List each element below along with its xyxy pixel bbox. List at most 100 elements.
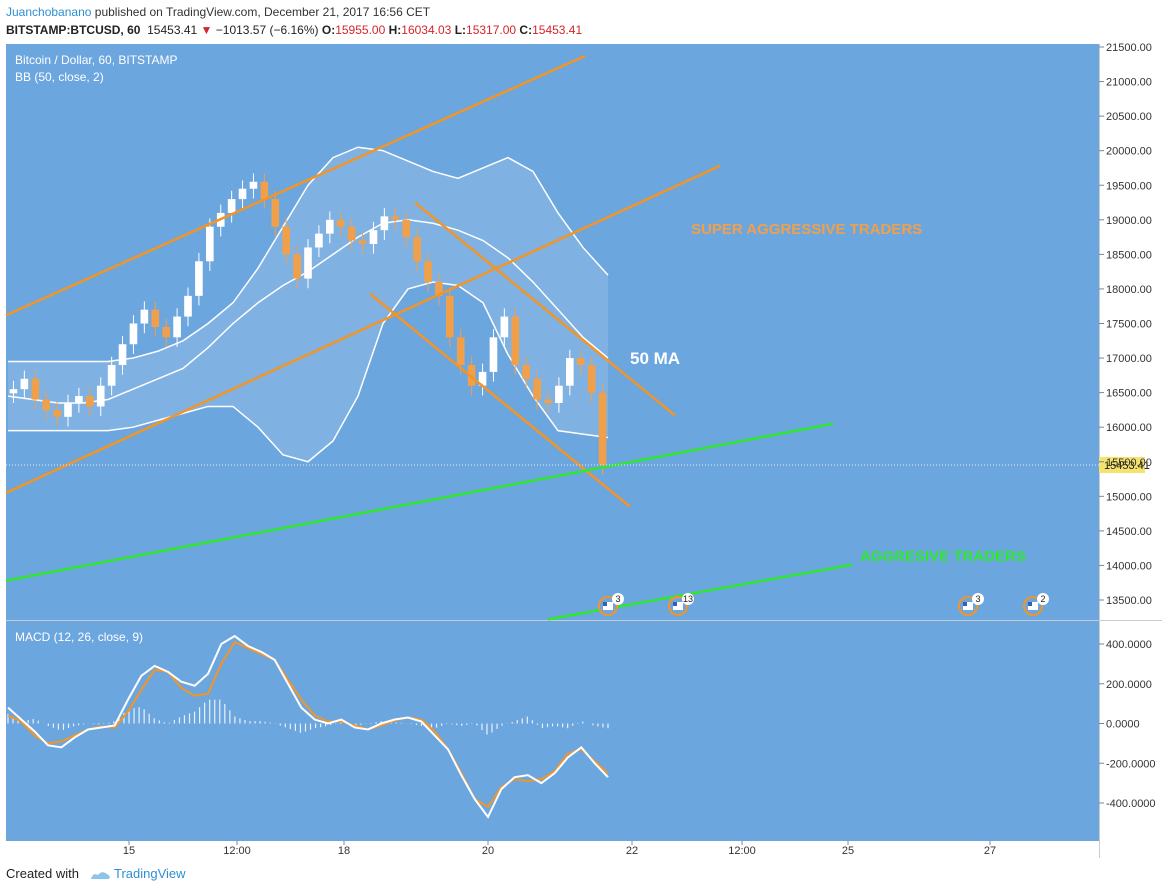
candle-down xyxy=(271,199,280,227)
candle-down xyxy=(544,399,552,403)
flag-canton xyxy=(963,602,967,606)
macd-tick-label: -200.0000 xyxy=(1106,758,1156,770)
ma-annotation: 50 MA xyxy=(630,349,680,368)
flag-stripes xyxy=(673,602,683,610)
price-tick-label: 21000.00 xyxy=(1106,77,1152,89)
price-tick-label: 13500.00 xyxy=(1106,595,1152,607)
time-tick-label: 20 xyxy=(482,845,494,857)
macd-tick-label: 0.0000 xyxy=(1106,719,1140,731)
event-count-bubble xyxy=(1037,593,1049,605)
open-label: O: xyxy=(321,23,336,37)
candle-up xyxy=(555,385,563,403)
flag-stripes xyxy=(1028,602,1038,610)
time-tick-label: 18 xyxy=(338,845,350,857)
price-tick-label: 15000.00 xyxy=(1106,491,1152,503)
candle-up xyxy=(64,402,72,417)
macd-tick-label: 400.0000 xyxy=(1106,639,1152,651)
event-count-label: 13 xyxy=(683,594,693,604)
price-tick-label: 21500.00 xyxy=(1106,42,1152,54)
candle-down xyxy=(424,261,432,283)
candle-up xyxy=(249,181,258,189)
candle-up xyxy=(315,233,323,248)
open-value: 15955.00 xyxy=(335,23,386,37)
price-tag-background xyxy=(1099,456,1145,473)
low-value: 15317.00 xyxy=(466,23,517,37)
candle-down xyxy=(293,254,301,279)
last-price: 15453.41 xyxy=(147,23,198,37)
super-aggressive-annotation: SUPER AGGRESSIVE TRADERS xyxy=(691,221,922,238)
candle-down xyxy=(53,409,61,417)
aggressive-annotation: AGGRESIVE TRADERS xyxy=(860,548,1026,565)
event-count-label: 2 xyxy=(1040,594,1045,604)
candle-up xyxy=(184,295,192,317)
flag-stripes xyxy=(603,602,613,610)
price-change: −1013.57 (−6.16%) xyxy=(215,23,319,37)
candle-up xyxy=(20,378,29,390)
candle-up xyxy=(140,309,149,324)
channel-upper-line xyxy=(5,54,586,317)
candle-up xyxy=(500,316,509,338)
price-tick-label: 15500.00 xyxy=(1106,457,1152,469)
falling-channel-upper xyxy=(414,201,676,417)
candle-down xyxy=(151,309,160,327)
candle-up xyxy=(238,188,247,200)
candle-down xyxy=(598,392,607,465)
aggressive-support-line xyxy=(547,563,853,621)
chart-title: Bitcoin / Dollar, 60, BITSTAMP xyxy=(15,53,178,67)
candle-up xyxy=(380,216,389,231)
event-count-bubble xyxy=(612,593,624,605)
candle-up xyxy=(206,226,214,262)
price-tick-label: 14500.00 xyxy=(1106,526,1152,538)
close-value: 15453.41 xyxy=(532,23,583,37)
candle-up xyxy=(173,316,181,338)
author-link[interactable]: Juanchobanano xyxy=(6,5,92,19)
price-tag-label: 15453.41 xyxy=(1104,460,1150,472)
macd-line xyxy=(7,634,609,819)
flag-stripes xyxy=(963,602,973,610)
high-value: 16034.03 xyxy=(401,23,452,37)
candle-up xyxy=(195,261,203,296)
candle-down xyxy=(260,181,269,200)
macd-indicator-label: MACD (12, 26, close, 9) xyxy=(15,630,143,644)
bb-band-fill xyxy=(8,147,608,462)
created-with-label: Created with xyxy=(6,866,79,881)
channel-lower-line xyxy=(5,164,721,494)
candle-down xyxy=(456,337,465,365)
time-tick-label: 12:00 xyxy=(223,845,251,857)
price-tick-label: 17000.00 xyxy=(1106,353,1152,365)
candle-down xyxy=(347,226,356,241)
candle-up xyxy=(96,385,105,407)
candle-up xyxy=(227,199,236,213)
candle-down xyxy=(31,378,40,400)
candle-up xyxy=(478,371,487,386)
event-count-label: 3 xyxy=(975,594,980,604)
support-line xyxy=(5,422,834,582)
low-label: L: xyxy=(454,23,467,37)
publish-info: published on TradingView.com, December 2… xyxy=(94,5,431,19)
candle-down xyxy=(336,219,345,227)
candle-down xyxy=(533,378,541,400)
candle-up xyxy=(304,247,312,279)
price-tick-label: 17500.00 xyxy=(1106,319,1152,331)
event-count-bubble xyxy=(682,593,694,605)
macd-tick-label: -400.0000 xyxy=(1106,798,1156,810)
candle-up xyxy=(326,219,334,234)
candle-down xyxy=(402,219,410,238)
tradingview-brand-link[interactable]: TradingView xyxy=(114,866,186,881)
candle-down xyxy=(413,237,421,262)
price-tick-label: 18500.00 xyxy=(1106,249,1152,261)
candle-down xyxy=(446,295,454,338)
price-tick-label: 16500.00 xyxy=(1106,388,1152,400)
flag-canton xyxy=(603,602,607,606)
candle-up xyxy=(129,323,138,345)
time-tick-label: 22 xyxy=(626,845,638,857)
price-tick-label: 16000.00 xyxy=(1106,422,1152,434)
price-tick-label: 19500.00 xyxy=(1106,180,1152,192)
close-label: C: xyxy=(519,23,533,37)
candle-down xyxy=(162,326,170,338)
candle-up xyxy=(489,337,498,372)
flag-canton xyxy=(673,602,677,606)
candle-down xyxy=(467,364,476,386)
candle-down xyxy=(391,216,400,220)
